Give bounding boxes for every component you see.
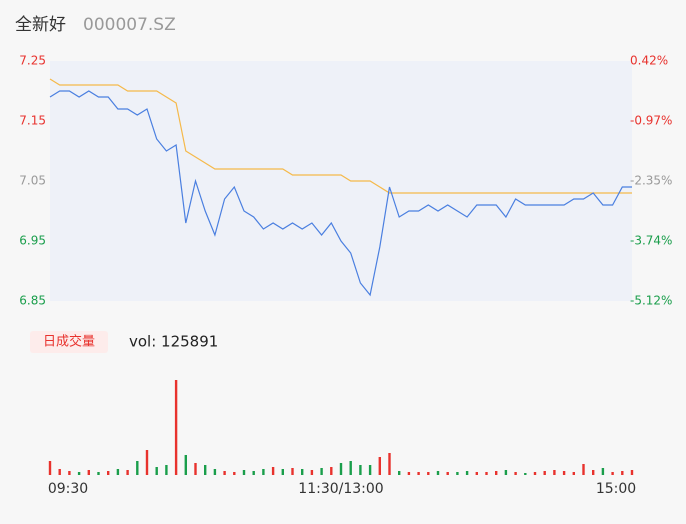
- volume-bar: [611, 472, 614, 475]
- volume-bar: [514, 472, 517, 475]
- volume-bar: [533, 472, 537, 475]
- volume-badge: [30, 331, 108, 353]
- x-tick-label: 11:30/13:00: [298, 481, 383, 497]
- y-tick-label: 7.15: [19, 114, 46, 128]
- volume-bar: [252, 471, 255, 475]
- y2-tick-label: -3.74%: [630, 234, 672, 248]
- volume-bar: [68, 471, 71, 475]
- y2-tick-label: -5.12%: [630, 294, 672, 308]
- volume-bar: [495, 471, 498, 475]
- volume-bar: [553, 470, 556, 475]
- volume-bar: [446, 472, 449, 475]
- volume-bar: [407, 472, 411, 475]
- volume-label: vol: 125891: [129, 333, 218, 351]
- plot-area: [50, 61, 632, 301]
- volume-bar: [427, 472, 430, 475]
- volume-bar: [417, 472, 420, 475]
- volume-bar: [592, 470, 595, 475]
- x-tick-label: 09:30: [48, 481, 88, 497]
- volume-bar: [87, 470, 90, 475]
- volume-bar: [126, 470, 129, 475]
- y2-tick-label: 0.42%: [630, 54, 668, 68]
- volume-bar: [378, 457, 381, 475]
- volume-bar: [504, 470, 508, 475]
- volume-bar: [572, 472, 575, 475]
- volume-bar: [97, 472, 100, 475]
- series-line: [49, 78, 632, 194]
- volume-bar: [465, 471, 469, 475]
- series-line: [49, 90, 632, 297]
- volume-bar: [359, 465, 362, 475]
- volume-bar: [291, 468, 294, 475]
- volume-bar: [242, 470, 246, 475]
- y-tick-label: 7.05: [19, 174, 46, 188]
- volume-bar: [301, 469, 304, 475]
- volume-bar: [165, 465, 168, 475]
- volume-bar: [107, 471, 110, 475]
- volume-bar: [582, 464, 585, 475]
- volume-bar: [281, 469, 284, 475]
- y-tick-label: 6.85: [19, 294, 46, 308]
- volume-bar: [155, 467, 158, 475]
- volume-bar: [320, 468, 323, 475]
- volume-bar: [194, 463, 197, 475]
- stock-code: 000007.SZ: [83, 15, 176, 35]
- volume-bar: [475, 472, 478, 475]
- volume-bar: [398, 471, 401, 475]
- volume-bar: [184, 455, 187, 475]
- volume-legend: 日成交量: [43, 334, 95, 350]
- volume-bar: [456, 472, 459, 475]
- volume-bar: [145, 450, 149, 475]
- volume-bar: [562, 471, 566, 475]
- x-tick-label: 15:00: [596, 481, 636, 497]
- y2-tick-label: -0.97%: [630, 114, 672, 128]
- volume-bar: [116, 469, 120, 475]
- volume-bar: [543, 471, 546, 475]
- y2-tick-label: -2.35%: [630, 174, 672, 188]
- y-tick-label: 6.95: [19, 234, 46, 248]
- volume-bar: [204, 465, 207, 475]
- volume-bar: [271, 467, 275, 475]
- volume-bar: [77, 472, 81, 475]
- volume-bar: [388, 453, 391, 475]
- volume-bar: [368, 465, 372, 475]
- volume-bar: [174, 380, 178, 475]
- volume-bar: [601, 468, 605, 475]
- volume-bar: [136, 461, 139, 475]
- volume-bar: [339, 463, 343, 475]
- volume-bar: [621, 471, 624, 475]
- volume-bar: [233, 472, 236, 475]
- volume-bar: [436, 471, 440, 475]
- volume-bar: [58, 469, 61, 475]
- volume-bar: [630, 470, 634, 475]
- volume-bar: [349, 461, 352, 475]
- volume-bar: [262, 469, 265, 475]
- stock-name: 全新好: [15, 15, 66, 35]
- volume-bar: [223, 471, 226, 475]
- volume-bar: [310, 470, 314, 475]
- volume-bar: [213, 469, 217, 475]
- volume-bar: [48, 461, 52, 475]
- volume-bar: [330, 467, 333, 475]
- volume-bar: [524, 473, 527, 475]
- y-tick-label: 7.25: [19, 54, 46, 68]
- volume-bar: [485, 472, 488, 475]
